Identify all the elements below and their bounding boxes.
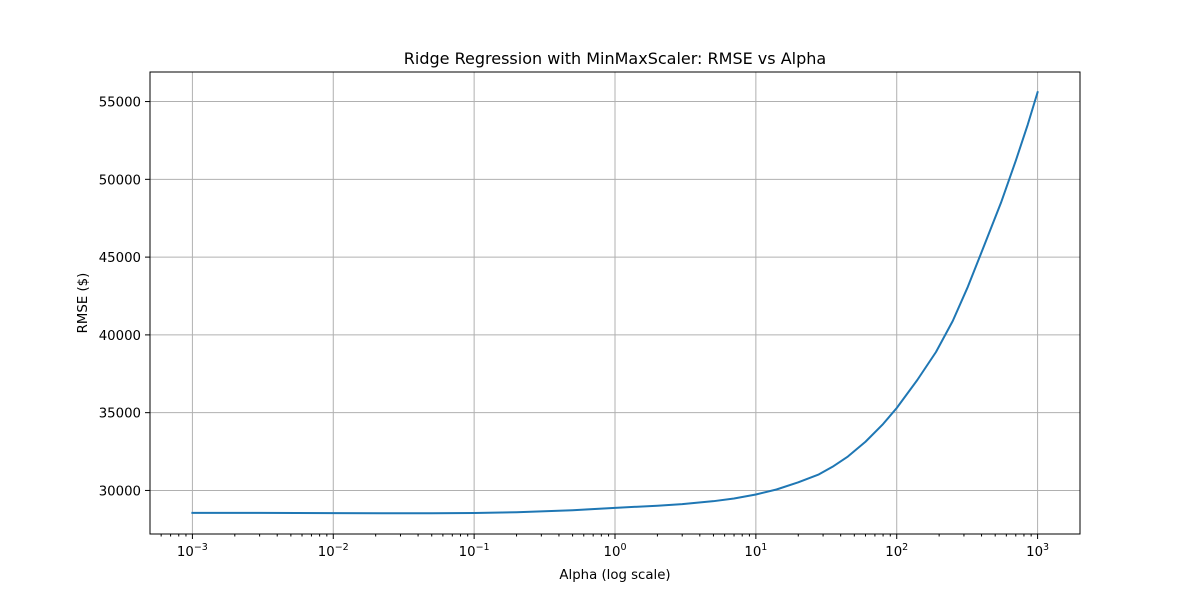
x-tick-label: 10−1 bbox=[459, 542, 490, 560]
grid-layer bbox=[150, 72, 1080, 534]
x-tick-label: 100 bbox=[604, 542, 627, 560]
chart-title: Ridge Regression with MinMaxScaler: RMSE… bbox=[404, 49, 826, 68]
x-tick-label: 103 bbox=[1026, 542, 1049, 560]
x-tick-label: 10−3 bbox=[177, 542, 208, 560]
series-layer bbox=[191, 90, 1039, 515]
x-axis-label: Alpha (log scale) bbox=[559, 568, 670, 583]
y-tick-label: 40000 bbox=[99, 329, 141, 344]
rmse-series-line bbox=[191, 90, 1039, 515]
x-tick-label: 102 bbox=[885, 542, 908, 560]
y-tick-label: 50000 bbox=[99, 173, 141, 188]
tick-layer: 10−3 10−2 10−1 100 101 102 103 30000 35000 40000 4… bbox=[99, 96, 1049, 560]
x-tick-label: 101 bbox=[744, 542, 767, 560]
y-tick-label: 35000 bbox=[99, 407, 141, 422]
y-tick-label: 55000 bbox=[99, 96, 141, 111]
y-tick-label: 30000 bbox=[99, 484, 141, 499]
y-tick-label: 45000 bbox=[99, 251, 141, 266]
x-tick-label: 10−2 bbox=[318, 542, 349, 560]
y-axis-label: RMSE ($) bbox=[76, 273, 91, 334]
